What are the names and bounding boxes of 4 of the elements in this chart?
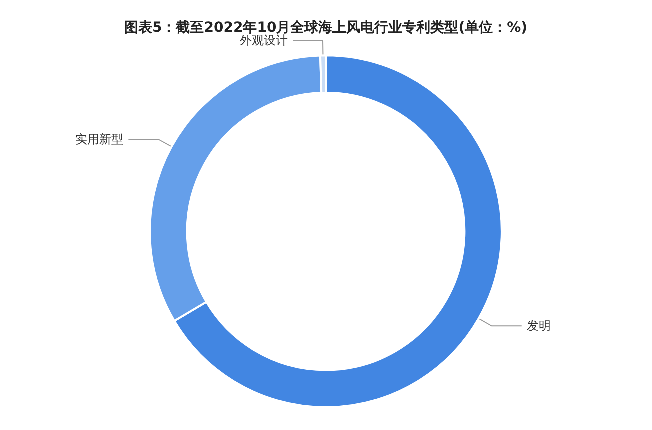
slice-label: 实用新型	[76, 132, 124, 147]
slice-label: 发明	[526, 319, 551, 334]
slice-label: 外观设计	[240, 34, 288, 48]
chart-title: 图表5：截至2022年10月全球海上风电行业专利类型(单位：%)	[124, 19, 528, 36]
